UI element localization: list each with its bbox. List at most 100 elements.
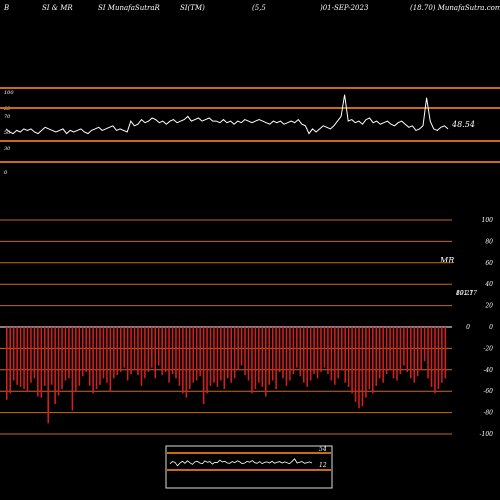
mrsi-bar xyxy=(99,327,101,385)
header-col-1: B xyxy=(4,4,10,12)
mrsi-bar xyxy=(102,327,105,379)
mrsi-bar xyxy=(64,327,67,381)
mrsi-bar xyxy=(316,327,319,379)
mrsi-bar xyxy=(368,327,371,390)
mrsi-bar xyxy=(92,327,94,394)
mrsi-bar xyxy=(81,327,84,377)
mrsi-bar xyxy=(344,327,346,383)
mrsi-bar xyxy=(275,327,277,390)
mrsi-bar xyxy=(420,327,422,370)
mrsi-bar xyxy=(323,327,326,368)
mrsi-bar xyxy=(182,327,184,394)
mrsi-bar xyxy=(133,327,136,370)
mrsi-bar xyxy=(278,327,281,372)
mrsi-bar xyxy=(116,327,119,376)
mrsi-bar xyxy=(271,327,274,381)
mrsi-bar xyxy=(154,327,157,379)
mrsi-bar xyxy=(178,327,181,386)
mrsi-bar xyxy=(85,327,87,372)
mrsi-bar xyxy=(57,327,60,396)
mrsi-bar xyxy=(240,327,243,366)
mrsi-bar xyxy=(192,327,195,383)
mrsi-overlap-label-a: 101.17 xyxy=(456,290,477,297)
mrsi-bar xyxy=(123,327,125,368)
mrsi-bar xyxy=(33,327,36,379)
mrsi-bar xyxy=(26,327,29,392)
mrsi-bar xyxy=(54,327,56,405)
mrsi-bar xyxy=(216,327,219,387)
mini-label-bottom: 12 xyxy=(319,462,327,469)
mrsi-bar xyxy=(351,327,353,394)
mrsi-bar xyxy=(296,327,298,368)
mrsi-bar xyxy=(113,327,115,379)
mrsi-bar xyxy=(88,327,91,386)
mrsi-bar xyxy=(43,327,46,386)
mrsi-bar xyxy=(199,327,201,377)
mrsi-bar xyxy=(233,327,236,379)
mrsi-bar xyxy=(50,327,53,385)
mrsi-y-tick-label: 40 xyxy=(484,281,493,288)
mini-chart: 54 12 xyxy=(165,445,333,489)
mrsi-bar xyxy=(410,327,412,379)
mrsi-bar xyxy=(37,327,39,397)
mrsi-bar xyxy=(261,327,264,387)
mrsi-bar xyxy=(47,327,49,424)
mrsi-bar xyxy=(109,327,112,392)
mrsi-bar xyxy=(264,327,267,397)
mrsi-bar xyxy=(251,327,253,394)
mrsi-bar xyxy=(396,327,398,381)
mrsi-bar xyxy=(268,327,270,385)
mrsi-bar xyxy=(202,327,205,405)
mrsi-bar xyxy=(30,327,32,383)
mrsi-bar xyxy=(95,327,98,390)
mrsi-bar xyxy=(403,327,405,366)
mrsi-bar xyxy=(330,327,333,381)
mrsi-bar xyxy=(19,327,22,387)
mrsi-bar xyxy=(189,327,191,390)
mrsi-bar xyxy=(157,327,160,366)
mrsi-bar xyxy=(437,327,440,390)
mrsi-bar xyxy=(185,327,188,398)
rsi-y-tick-label: 50 xyxy=(4,130,11,136)
mrsi-bar xyxy=(389,327,391,370)
mrsi-y-tick-label: -60 xyxy=(483,388,493,395)
mrsi-bar xyxy=(23,327,25,390)
mrsi-bar xyxy=(247,327,250,381)
header-col-2: SI & MR xyxy=(42,4,73,12)
mrsi-bar xyxy=(375,327,378,386)
mrsi-bar xyxy=(282,327,284,379)
mrsi-bar xyxy=(430,327,433,387)
rsi-y-tick-label: 30 xyxy=(4,146,11,152)
mrsi-bar xyxy=(427,327,429,379)
mrsi-bar xyxy=(71,327,74,411)
mrsi-bar xyxy=(313,327,315,375)
mrsi-bar xyxy=(347,327,350,387)
mrsi-bar xyxy=(106,327,108,383)
header-col-6: )01-SEP-2023 xyxy=(320,4,369,12)
mrsi-bar xyxy=(361,327,364,407)
mrsi-bar xyxy=(137,327,139,376)
mrsi-bar xyxy=(171,327,174,375)
mrsi-bar xyxy=(9,327,11,394)
mrsi-bar xyxy=(337,327,340,379)
mrsi-bar xyxy=(434,327,436,394)
mrsi-y-tick-label: 100 xyxy=(482,217,494,224)
mrsi-bar xyxy=(40,327,43,398)
mrsi-y-tick-label: -40 xyxy=(483,367,493,374)
mrsi-bar xyxy=(385,327,388,375)
mrsi-y-tick-label: 20 xyxy=(484,303,493,310)
mrsi-bar xyxy=(130,327,132,375)
mrsi-bar xyxy=(423,327,426,362)
mrsi-bar xyxy=(378,327,381,379)
mrsi-bar xyxy=(320,327,322,372)
mrsi-y-tick-label: -20 xyxy=(483,345,493,352)
mrsi-bar xyxy=(75,327,77,392)
mini-label-top: 54 xyxy=(319,446,327,453)
mrsi-bar xyxy=(227,327,229,379)
mini-series-line xyxy=(169,458,313,467)
mrsi-bar xyxy=(213,327,215,383)
mrsi-bar xyxy=(406,327,409,372)
rsi-y-tick-label: 0 xyxy=(4,170,8,176)
